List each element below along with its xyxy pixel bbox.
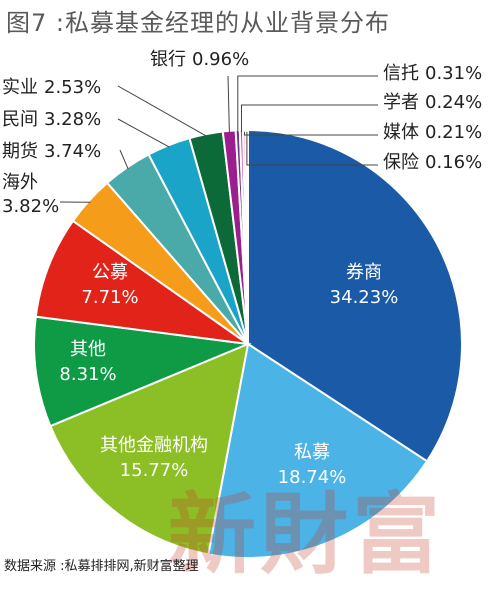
slice-12-value-label: 0.24% [425,92,482,113]
slice-9-name-label: 实业 [2,77,38,98]
slice-11-label: 信托 0.31% [383,63,482,84]
slice-10-leader-line [228,76,229,133]
data-source-note: 数据来源 :私募排排网,新财富整理 [4,555,199,574]
slice-10-name-label: 银行 [150,49,186,70]
slice-7-name-label: 期货 [2,141,38,162]
slice-8-name-label: 民间 [2,109,38,130]
slice-5-value-label: 7.71% [81,287,138,308]
slice-12-label: 学者 0.24% [383,92,482,113]
slice-7-label: 期货 3.74% [2,141,101,162]
slice-9-leader-line [118,86,206,136]
slice-6-value-label: 3.82% [2,196,59,217]
slice-14-name-label: 保险 [383,152,419,173]
slice-9-label: 实业 2.53% [2,77,101,98]
slice-11-name-label: 信托 [383,63,419,84]
slice-3-name-label: 其他金融机构 [100,435,208,456]
slice-8-leader-line [118,119,169,147]
slice-4-name-label: 其他 [70,339,106,360]
slice-1-name-label: 券商 [346,262,382,283]
slice-14-value-label: 0.16% [425,152,482,173]
slice-12-name-label: 学者 [383,92,419,113]
slice-9-value-label: 2.53% [44,77,101,98]
slice-7-leader-line [120,150,128,169]
slice-10-label: 银行 0.96% [150,49,249,70]
slice-5-name-label: 公募 [92,262,128,283]
slice-13-name-label: 媒体 [383,122,419,143]
slice-1-value-label: 34.23% [330,287,399,308]
slice-10-value-label: 0.96% [192,49,249,70]
slice-2-name-label: 私募 [294,442,330,463]
slice-11-value-label: 0.31% [425,63,482,84]
slice-8-value-label: 3.28% [44,109,101,130]
slice-13-label: 媒体 0.21% [383,122,482,143]
slice-13-value-label: 0.21% [425,122,482,143]
slice-7-value-label: 3.74% [44,141,101,162]
slice-4-value-label: 8.31% [59,364,116,385]
slice-12-leader-line [242,105,379,132]
slice-14-label: 保险 0.16% [383,152,482,173]
slice-11-leader-line [238,76,378,132]
watermark-logo: 新財富 [168,464,444,591]
slice-6-name-label: 海外 [2,172,38,193]
slice-8-label: 民间 3.28% [2,109,101,130]
